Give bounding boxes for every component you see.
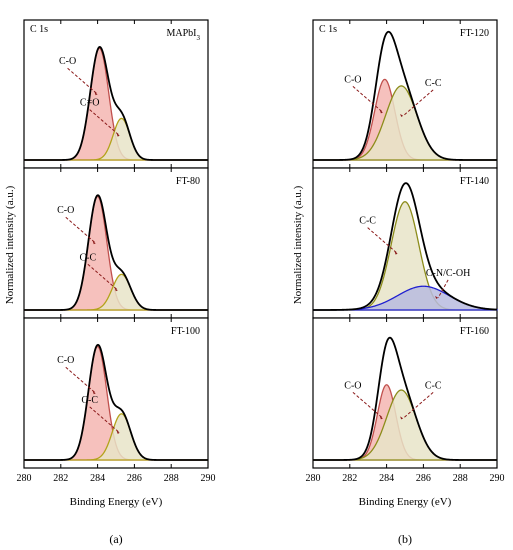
x-tick-label: 280 <box>17 473 32 484</box>
sample-label: FT-100 <box>171 326 200 337</box>
peak-label: C-C <box>359 216 376 227</box>
annotation-line <box>87 263 119 291</box>
sample-label: FT-80 <box>176 176 200 187</box>
annotation-line <box>402 391 434 419</box>
annotation-arrowhead <box>116 430 120 434</box>
envelope-curve <box>313 182 498 311</box>
core-level-label: C 1s <box>319 24 337 35</box>
annotation-arrowhead <box>400 113 404 117</box>
annotation-arrowhead <box>92 391 96 395</box>
envelope-curve <box>24 343 208 461</box>
sample-label: MAPbI3 <box>166 28 200 42</box>
annotation-arrowhead <box>92 241 96 245</box>
subpanel-0-0: MAPbI3 C 1s C-O C=O <box>23 19 209 169</box>
panel-b: Normalized intensity (a.u.) Binding Ener… <box>292 19 505 546</box>
x-tick-label: 288 <box>164 473 179 484</box>
peak-label: C-O <box>57 355 74 366</box>
annotation-line <box>89 109 121 137</box>
sample-label: FT-160 <box>460 326 489 337</box>
annotation-arrowhead <box>435 295 439 299</box>
peak-label: C-O <box>57 205 74 216</box>
annotation-arrowhead <box>400 416 404 420</box>
envelope-curve <box>313 336 497 461</box>
peak-label: C-N/C-OH <box>426 268 470 279</box>
annotation-line <box>352 391 384 419</box>
peak-label: C-C <box>80 252 97 263</box>
annotation-line <box>65 216 97 244</box>
envelope-curve <box>24 194 208 311</box>
core-level-label: C 1s <box>30 24 48 35</box>
subpanel-1-2: FT-160 C-O C-C 280 282 284 286 288 290 <box>306 317 505 484</box>
subpanel-1-0: FT-120 C 1s C-O C-C <box>312 19 498 169</box>
annotation-line <box>67 67 98 95</box>
x-tick-label: 284 <box>90 473 105 484</box>
sample-label: FT-120 <box>460 28 489 39</box>
x-tick-label: 286 <box>416 473 431 484</box>
annotation-arrowhead <box>116 133 120 137</box>
annotation-line <box>65 366 97 394</box>
x-tick-label: 282 <box>342 473 357 484</box>
x-tick-label: 290 <box>201 473 216 484</box>
annotation-arrowhead <box>114 288 118 292</box>
x-axis-label-b: Binding Energy (eV) <box>359 496 452 508</box>
x-tick-label: 290 <box>490 473 505 484</box>
x-tick-label: 288 <box>453 473 468 484</box>
annotation-line <box>367 227 398 255</box>
envelope-curve <box>313 30 497 161</box>
y-axis-label-a: Normalized intensity (a.u.) <box>4 185 16 304</box>
annotation-line <box>352 86 384 113</box>
subpanel-1-1: FT-140 C-C C-N/C-OH <box>312 167 498 319</box>
envelope-curve <box>24 46 208 161</box>
x-tick-label: 280 <box>306 473 321 484</box>
annotation-arrowhead <box>94 92 98 96</box>
annotation-arrowhead <box>379 416 383 420</box>
x-tick-label: 286 <box>127 473 142 484</box>
peak-label: C-C <box>425 78 442 89</box>
x-tick-label: 282 <box>53 473 68 484</box>
annotation-line <box>402 89 434 117</box>
annotation-line <box>437 279 449 299</box>
panel-caption-a: (a) <box>109 532 122 546</box>
peak-label: C-C <box>425 380 442 391</box>
peak-label: C-O <box>59 56 76 67</box>
sample-label: FT-140 <box>460 176 489 187</box>
x-axis-label-a: Binding Energy (eV) <box>70 496 163 508</box>
annotation-arrowhead <box>379 110 383 114</box>
peak-label: C-O <box>344 380 361 391</box>
annotation-line <box>89 406 121 434</box>
subpanel-0-1: FT-80 C-O C-C <box>23 167 209 319</box>
peak-label: C=O <box>80 98 100 109</box>
peak-label: C-C <box>81 395 98 406</box>
subpanel-0-2: FT-100 C-O C-C 280 282 284 286 288 290 <box>17 317 216 484</box>
sample-label-subscript: 3 <box>197 34 201 42</box>
y-axis-label-b: Normalized intensity (a.u.) <box>292 185 304 304</box>
x-tick-label: 284 <box>379 473 394 484</box>
peak-label: C-O <box>344 74 361 85</box>
annotation-arrowhead <box>394 251 398 255</box>
panel-a: Normalized intensity (a.u.) Binding Ener… <box>4 19 216 546</box>
panel-caption-b: (b) <box>398 532 412 546</box>
